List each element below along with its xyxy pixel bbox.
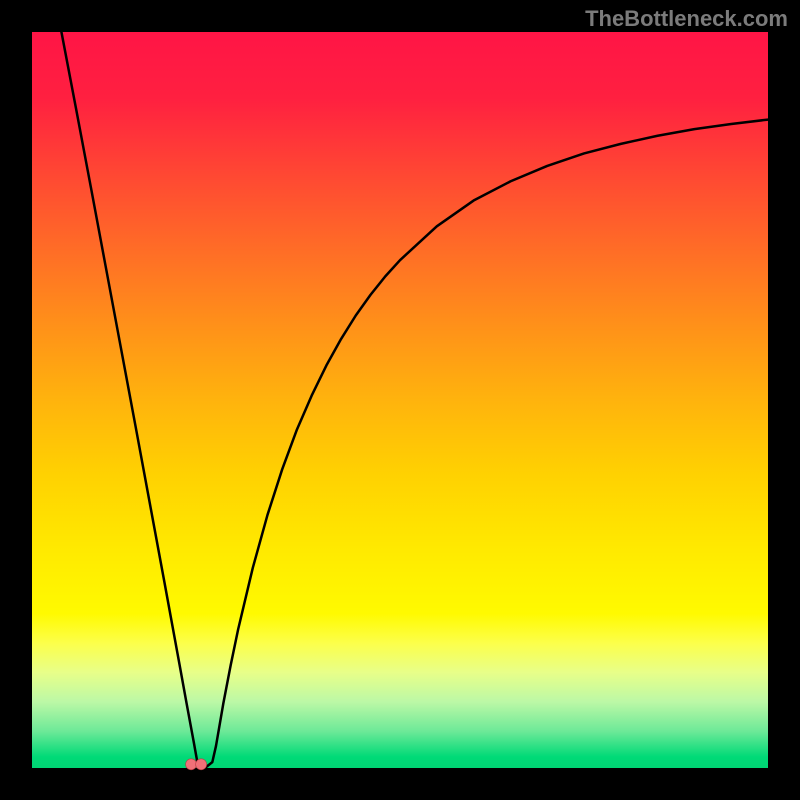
watermark-text: TheBottleneck.com — [585, 6, 788, 32]
plot-background — [32, 32, 768, 768]
optimal-point-marker — [196, 759, 207, 770]
optimal-point-marker — [186, 759, 197, 770]
chart-container: TheBottleneck.com — [0, 0, 800, 800]
bottleneck-chart — [0, 0, 800, 800]
